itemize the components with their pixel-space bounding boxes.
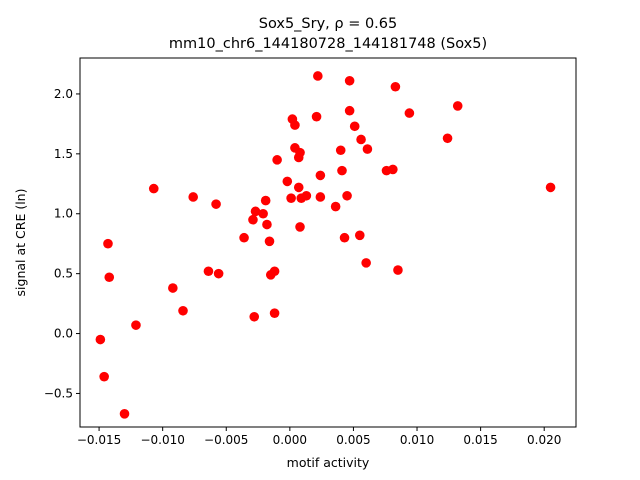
- data-point: [290, 120, 300, 130]
- data-point: [269, 308, 280, 318]
- chart-title-line1: Sox5_Sry, ρ = 0.65: [259, 16, 398, 32]
- x-axis-label: motif activity: [287, 455, 370, 470]
- data-point: [249, 311, 260, 322]
- data-point: [262, 219, 272, 230]
- x-tick-label: 0.010: [400, 433, 434, 447]
- data-point: [315, 170, 326, 181]
- data-point: [337, 165, 347, 176]
- data-point: [148, 183, 159, 194]
- data-point: [315, 192, 326, 202]
- data-point: [264, 236, 275, 247]
- data-point: [272, 155, 282, 165]
- data-point: [362, 144, 373, 154]
- y-tick-label: 1.5: [54, 147, 73, 161]
- data-point: [452, 101, 463, 111]
- data-point: [545, 182, 556, 193]
- x-tick-label: −0.010: [140, 433, 184, 447]
- data-point: [239, 232, 249, 243]
- data-point: [286, 193, 296, 203]
- data-point: [295, 222, 305, 232]
- data-point: [330, 201, 341, 212]
- data-point: [104, 272, 115, 283]
- data-point: [339, 232, 350, 243]
- data-point: [103, 238, 113, 249]
- data-point: [211, 199, 221, 209]
- data-point: [344, 105, 355, 116]
- y-axis-ticks: −0.5 0.0 0.5 1.0 1.5 2.0: [44, 87, 80, 400]
- data-point: [293, 182, 304, 193]
- y-tick-label: 2.0: [54, 87, 73, 101]
- data-point: [390, 81, 401, 92]
- x-axis-ticks: −0.015 −0.010 −0.005 0.000 0.005 0.010 0.015 0.…: [77, 427, 561, 447]
- data-point: [213, 268, 224, 279]
- y-tick-label: −0.5: [44, 386, 73, 400]
- data-point: [188, 192, 198, 202]
- data-point: [203, 266, 214, 277]
- x-tick-label: 0.005: [336, 433, 370, 447]
- plot-frame: [79, 57, 577, 428]
- data-point: [95, 334, 106, 345]
- data-point: [301, 190, 312, 201]
- data-point: [349, 121, 360, 132]
- data-point: [119, 409, 130, 419]
- data-point: [388, 164, 398, 175]
- x-tick-label: 0.000: [273, 433, 307, 447]
- x-tick-label: 0.020: [527, 433, 561, 447]
- data-point: [342, 190, 352, 201]
- data-point: [269, 266, 280, 277]
- data-point: [344, 75, 355, 86]
- data-point: [168, 283, 178, 293]
- data-point: [282, 176, 293, 187]
- y-axis-label: signal at CRE (ln): [13, 189, 28, 297]
- data-point: [442, 133, 453, 144]
- x-tick-label: 0.015: [463, 433, 497, 447]
- data-point: [313, 71, 323, 81]
- data-point: [393, 265, 403, 275]
- y-tick-label: 0.0: [54, 327, 73, 341]
- data-point: [335, 145, 346, 156]
- data-point: [404, 108, 415, 118]
- x-tick-label: −0.015: [77, 433, 121, 447]
- data-point: [260, 195, 271, 206]
- points-layer: [95, 71, 556, 419]
- y-tick-label: 0.5: [54, 267, 73, 281]
- chart-title-line2: mm10_chr6_144180728_144181748 (Sox5): [169, 36, 487, 52]
- data-point: [354, 230, 365, 241]
- data-point: [258, 208, 268, 219]
- data-point: [250, 206, 261, 217]
- data-point: [295, 147, 305, 158]
- y-tick-label: 1.0: [54, 207, 73, 221]
- data-point: [99, 371, 109, 382]
- data-point: [311, 111, 322, 122]
- data-point: [361, 258, 371, 268]
- data-point: [248, 214, 258, 225]
- data-point: [178, 305, 188, 316]
- x-tick-label: −0.005: [204, 433, 248, 447]
- data-point: [131, 320, 141, 330]
- data-point: [356, 134, 366, 145]
